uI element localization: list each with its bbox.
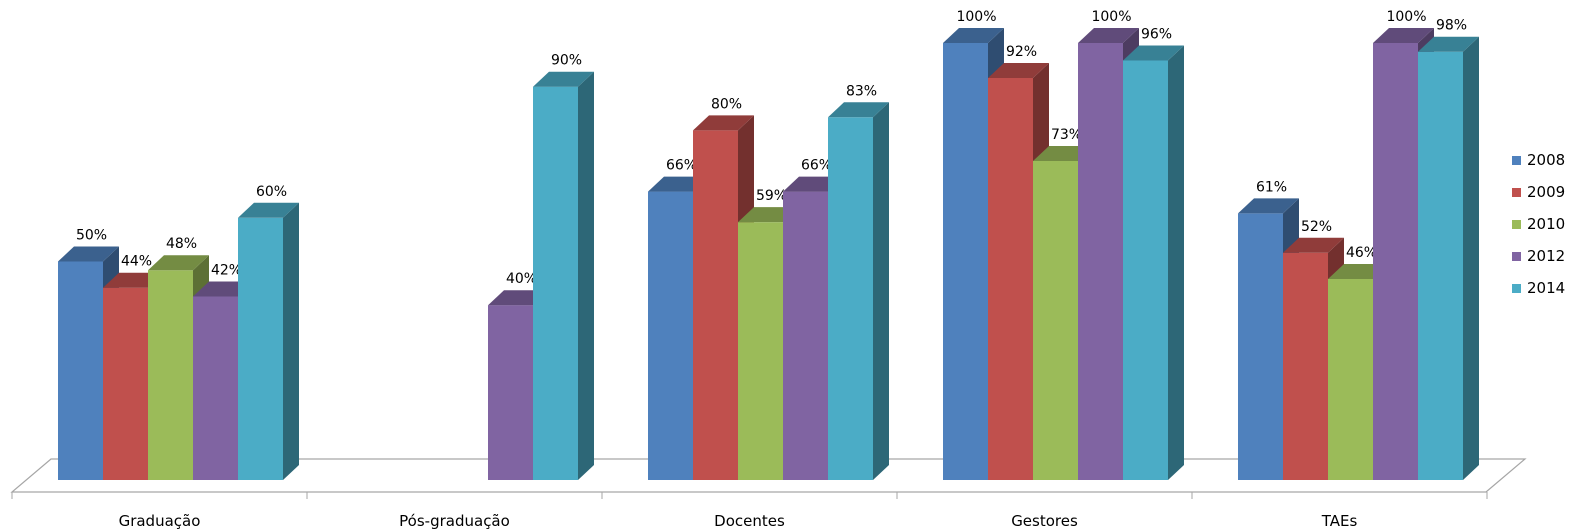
bar-2008-Graduação: [58, 261, 103, 480]
legend-swatch: [1512, 219, 1521, 229]
data-label: 100%: [956, 9, 996, 25]
bar-2008-Gestores: [943, 43, 988, 480]
data-label: 90%: [551, 53, 582, 69]
data-label: 66%: [801, 158, 832, 174]
bar-top-2014: [533, 71, 594, 87]
bar-2009-Graduação: [103, 287, 148, 480]
bar-top-2014: [1123, 45, 1184, 61]
data-label: 42%: [211, 262, 242, 278]
bar-2009-Gestores: [988, 77, 1033, 481]
data-label: 98%: [1436, 18, 1467, 34]
legend-label: 2012: [1527, 247, 1566, 265]
legend-item-2009: 2009: [1512, 182, 1565, 202]
data-label: 66%: [666, 158, 697, 174]
data-label: 100%: [1091, 9, 1131, 25]
data-label: 100%: [1386, 9, 1426, 25]
data-label: 50%: [76, 228, 107, 244]
data-label: 60%: [256, 184, 287, 200]
bar-2010-Graduação: [148, 270, 193, 480]
legend-swatch: [1512, 155, 1521, 165]
bar-top-2010: [148, 255, 209, 271]
x-tick-label: Graduação: [119, 512, 201, 530]
data-label: 96%: [1141, 26, 1172, 42]
bar-2009-Docentes: [693, 130, 738, 480]
bar-2010-Gestores: [1033, 160, 1078, 481]
data-label: 80%: [711, 96, 742, 112]
bar-2014-TAEs: [1418, 51, 1463, 481]
bar-2014-Pós-graduação: [533, 86, 578, 480]
data-label: 73%: [1051, 127, 1082, 143]
data-label: 59%: [756, 188, 787, 204]
bar-top-2008: [1238, 198, 1299, 214]
legend-label: 2008: [1527, 151, 1566, 169]
bar-top-2009: [988, 62, 1049, 78]
bar-top-2014: [238, 202, 299, 218]
data-label: 52%: [1301, 219, 1332, 235]
bar-2012-TAEs: [1373, 43, 1418, 480]
bar-top-2009: [1283, 237, 1344, 253]
legend-swatch: [1512, 187, 1521, 197]
bar-top-2014: [1418, 36, 1479, 52]
data-label: 46%: [1346, 245, 1377, 261]
legend-item-2008: 2008: [1512, 150, 1565, 170]
bar-side-2014: [1168, 45, 1184, 480]
bar-2010-Docentes: [738, 222, 783, 481]
bar-2012-Docentes: [783, 191, 828, 480]
bar-top-2008: [58, 246, 119, 262]
bar-side-2014: [873, 102, 889, 480]
bar-side-2014: [578, 71, 594, 480]
bar-2010-TAEs: [1328, 278, 1373, 480]
legend-item-2014: 2014: [1512, 278, 1565, 298]
legend-item-2010: 2010: [1512, 214, 1565, 234]
bar-2014-Graduação: [238, 217, 283, 481]
bar-2012-Graduação: [193, 296, 238, 480]
x-tick-label: Pós-graduação: [399, 512, 510, 530]
bar-top-2008: [943, 28, 1004, 43]
bar-side-2014: [283, 202, 299, 481]
bar-top-2012: [1373, 28, 1434, 43]
bar-top-2009: [693, 115, 754, 131]
data-label: 48%: [166, 236, 197, 252]
bar-2012-Gestores: [1078, 43, 1123, 480]
bar-side-2014: [1463, 36, 1479, 481]
legend-swatch: [1512, 251, 1521, 261]
x-tick-label: TAEs: [1321, 512, 1358, 530]
bar-top-2014: [828, 102, 889, 118]
legend-swatch: [1512, 283, 1521, 293]
data-label: 61%: [1256, 179, 1287, 195]
data-label: 44%: [121, 254, 152, 270]
bar-2008-TAEs: [1238, 213, 1283, 480]
bar-top-2012: [1078, 28, 1139, 43]
bar-2009-TAEs: [1283, 252, 1328, 480]
x-tick-label: Gestores: [1011, 512, 1078, 530]
legend-label: 2014: [1527, 279, 1566, 297]
legend-item-2012: 2012: [1512, 246, 1565, 266]
bar-2012-Pós-graduação: [488, 305, 533, 480]
bar-2008-Docentes: [648, 191, 693, 480]
x-tick-label: Docentes: [714, 512, 785, 530]
legend-label: 2009: [1527, 183, 1566, 201]
data-label: 92%: [1006, 44, 1037, 60]
data-label: 83%: [846, 83, 877, 99]
bar-2014-Docentes: [828, 117, 873, 480]
bar-2014-Gestores: [1123, 60, 1168, 480]
data-label: 40%: [506, 271, 537, 287]
legend-label: 2010: [1527, 215, 1566, 233]
